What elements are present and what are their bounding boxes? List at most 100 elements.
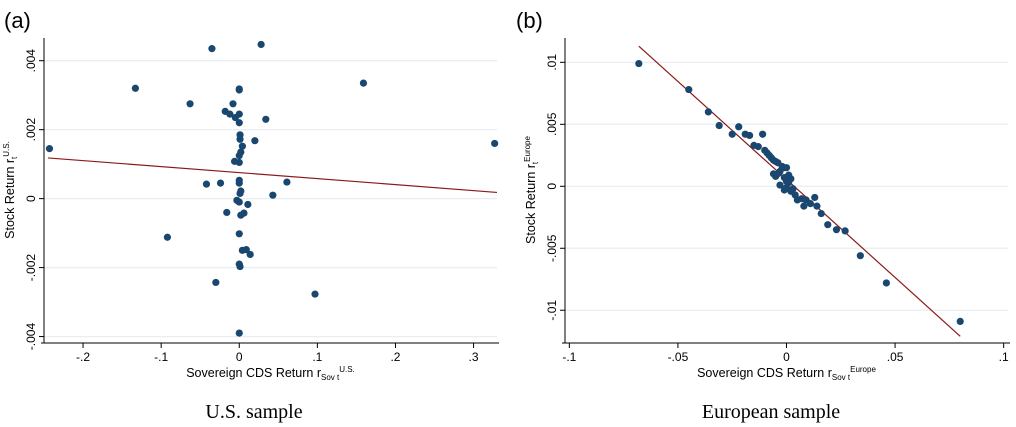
x-axis-title-sup: Europe	[850, 365, 876, 374]
scatter-chart-us: (a) -.004 -.002 0 .002 .004 -.2 -.1 0 .1 .2 .3 Sover…	[2, 8, 499, 423]
x-tick-label: -.1	[154, 350, 168, 364]
scatter-chart-europe: (b) -.01 -.005 0 .005 .01 -.1 -.05 0 .05 .1 Soverei…	[516, 8, 1010, 423]
data-point	[806, 200, 814, 208]
chart-panel-b: (b) -.01 -.005 0 .005 .01 -.1 -.05 0 .05 .1 Soverei…	[508, 0, 1016, 427]
data-point	[359, 79, 368, 87]
data-point	[491, 139, 499, 148]
y-tick-label: 0	[24, 195, 38, 202]
data-point	[728, 130, 736, 138]
data-point	[235, 158, 243, 167]
chart-panel-a: (a) -.004 -.002 0 .002 .004 -.2 -.1 0 .1 .2 .3 Sover…	[2, 8, 499, 423]
y-tick-label: .002	[24, 118, 38, 142]
data-point	[235, 329, 243, 337]
data-point	[704, 108, 712, 116]
data-point	[283, 178, 291, 186]
y-axis-title: Stock Return rtU.S.	[2, 141, 19, 239]
data-point	[235, 198, 243, 206]
x-tick-label: .1	[999, 350, 1009, 364]
x-axis-title-sub: Sov t	[321, 373, 340, 382]
chart-caption: European sample	[702, 401, 840, 423]
data-point	[956, 317, 964, 326]
y-axis-title-sup: U.S.	[2, 141, 11, 157]
data-point	[262, 115, 270, 123]
data-point	[832, 226, 841, 234]
data-point	[882, 279, 890, 287]
y-axis-title: Stock Return rtEurope	[523, 135, 540, 243]
x-tick-label: -.2	[76, 350, 90, 364]
data-point	[817, 209, 825, 218]
x-tick-label: .1	[312, 350, 322, 364]
fitted-line	[47, 157, 498, 194]
y-tick-label: .005	[545, 112, 559, 136]
fitted-line	[638, 45, 961, 337]
data-point	[235, 86, 243, 94]
data-point	[216, 179, 225, 187]
y-axis-title-sup: Europe	[523, 135, 532, 161]
y-tick-label: .004	[24, 49, 38, 73]
data-point	[685, 85, 693, 94]
data-point	[235, 151, 243, 160]
panel-label: (a)	[4, 8, 31, 33]
data-point	[244, 200, 252, 209]
data-point	[789, 185, 797, 193]
y-axis-title-main: Stock Return r	[3, 159, 17, 239]
y-tick-label: -.002	[24, 254, 38, 282]
data-point	[745, 131, 754, 140]
data-point	[754, 143, 762, 151]
y-tick-label: -.005	[545, 234, 559, 262]
data-point	[776, 181, 784, 189]
data-point	[635, 59, 643, 68]
data-point	[212, 278, 220, 287]
x-tick-label: 0	[783, 350, 790, 364]
x-tick-label: .3	[469, 350, 479, 364]
x-axis-title: Sovereign CDS Return rSov tEurope	[697, 365, 876, 382]
y-tick-label: -.01	[545, 300, 559, 321]
x-tick-label: 0	[236, 350, 243, 364]
data-point	[246, 250, 254, 259]
data-point	[824, 221, 832, 229]
panel-label: (b)	[516, 8, 543, 33]
data-point	[257, 40, 265, 49]
x-axis-title-main: Sovereign CDS Return r	[697, 366, 832, 380]
data-point	[236, 135, 244, 143]
data-point	[131, 84, 139, 92]
data-point	[223, 208, 231, 217]
data-point	[269, 191, 277, 199]
data-point	[208, 45, 216, 53]
data-point	[237, 187, 245, 195]
x-axis-title: Sovereign CDS Return rSov tU.S.	[186, 365, 355, 382]
x-tick-label: -.05	[668, 350, 689, 364]
data-point	[235, 119, 243, 127]
data-point	[787, 175, 795, 183]
data-point	[251, 137, 259, 145]
data-point	[240, 209, 248, 217]
data-point	[813, 202, 821, 210]
data-point	[856, 252, 864, 260]
y-axis-title-sub: t	[531, 161, 540, 164]
data-point	[782, 164, 791, 172]
data-point	[759, 130, 767, 138]
data-point	[235, 110, 243, 118]
data-point	[186, 100, 194, 108]
data-point	[163, 233, 172, 241]
chart-caption: U.S. sample	[205, 401, 302, 423]
data-point	[229, 100, 237, 108]
data-point	[238, 142, 246, 150]
data-point	[311, 290, 319, 298]
data-point	[235, 230, 243, 238]
data-point	[242, 246, 250, 254]
data-point	[202, 180, 211, 188]
data-point	[715, 121, 723, 130]
data-point	[735, 123, 743, 131]
data-point	[45, 145, 54, 153]
x-axis-title-main: Sovereign CDS Return r	[186, 366, 321, 380]
x-tick-label: -.1	[562, 350, 576, 364]
data-point	[235, 179, 243, 187]
y-tick-label: -.004	[24, 323, 38, 351]
data-point	[811, 193, 819, 202]
data-point	[800, 202, 808, 210]
y-tick-label: .01	[545, 54, 559, 71]
x-tick-label: .05	[887, 350, 904, 364]
data-point	[236, 262, 244, 271]
x-axis-title-sup: U.S.	[339, 365, 355, 374]
